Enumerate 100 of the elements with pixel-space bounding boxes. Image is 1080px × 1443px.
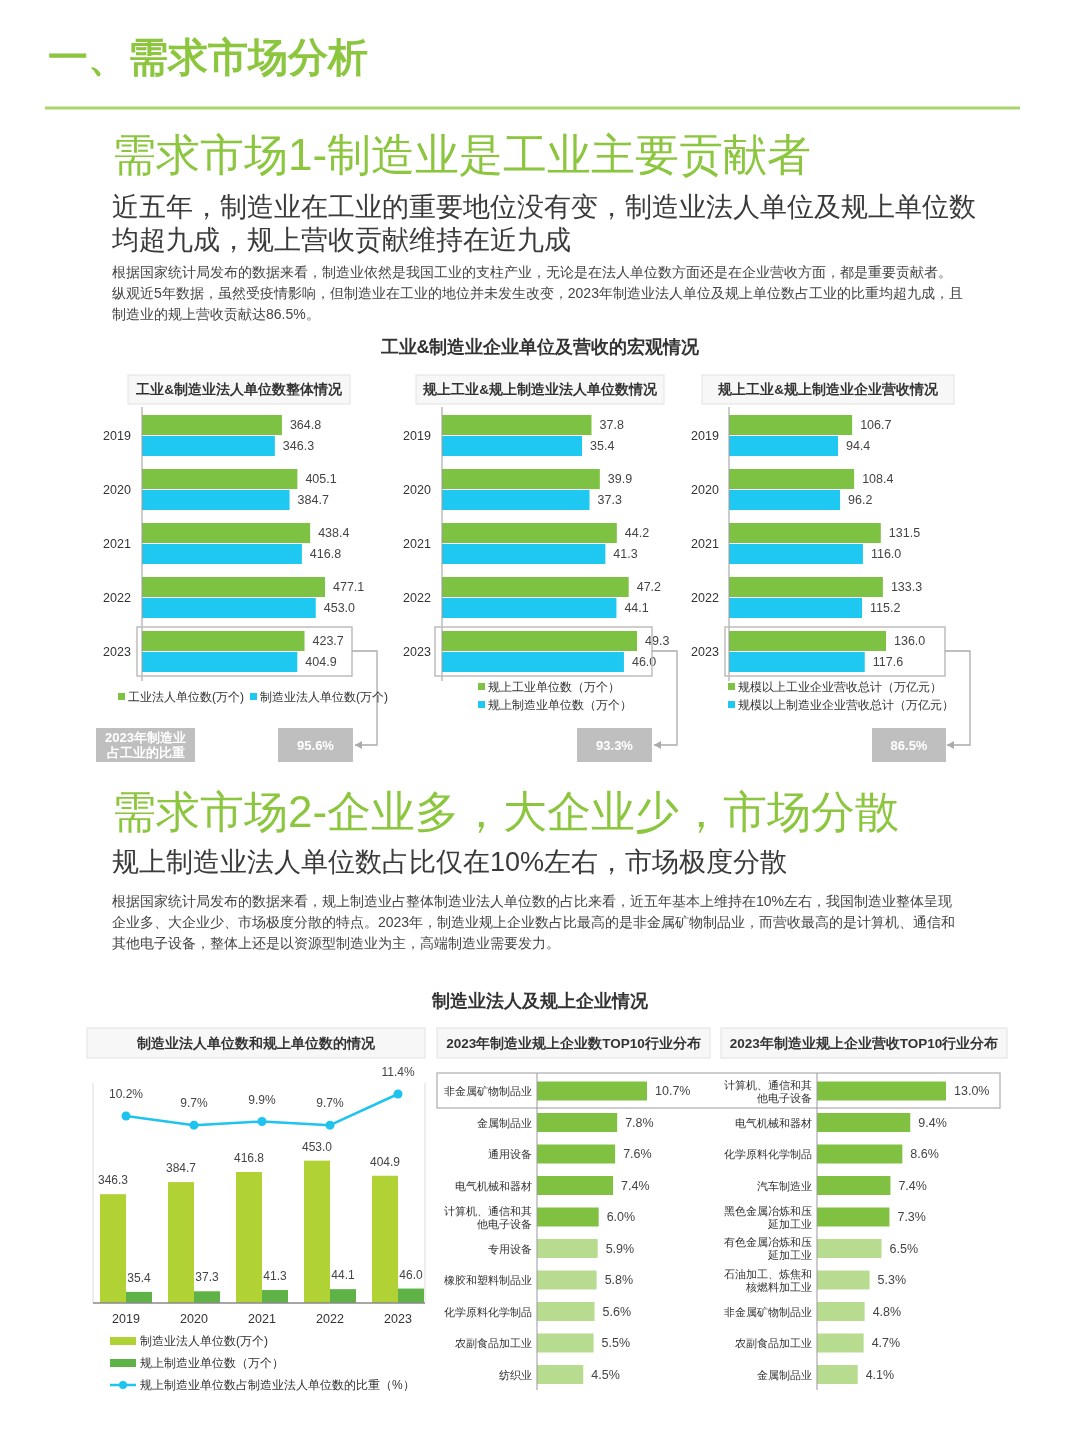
text: 2023年制造业占工业的比重 <box>96 728 195 762</box>
data-label: 10.7% <box>655 1084 691 1098</box>
bar <box>398 1288 424 1303</box>
data-label: 37.3 <box>597 493 622 507</box>
data-label: 41.3 <box>613 547 638 561</box>
y-tick-label: 石油加工、炼焦和核燃料加工业 <box>724 1267 812 1293</box>
bar <box>142 490 290 510</box>
y-tick-label: 纺织业 <box>499 1368 532 1381</box>
bar <box>729 598 862 618</box>
y-tick-label: 通用设备 <box>488 1148 532 1160</box>
legend-label: 规上工业单位数（万个） <box>488 680 620 694</box>
data-label: 35.4 <box>590 439 615 453</box>
bar <box>442 631 637 651</box>
bar <box>442 490 590 510</box>
bar <box>442 469 600 489</box>
data-label: 46.0 <box>631 655 657 669</box>
bar <box>372 1175 398 1303</box>
data-label: 41.3 <box>263 1269 287 1284</box>
bar <box>729 469 855 489</box>
y-tick-label: 非金属矿物制品业 <box>724 1305 812 1318</box>
bar <box>537 1176 614 1195</box>
data-label: 13.0% <box>954 1084 990 1098</box>
bar <box>729 544 863 564</box>
data-label: 9.7% <box>316 1096 344 1111</box>
bar <box>142 523 311 543</box>
data-label: 10.2% <box>108 1087 144 1101</box>
bar <box>537 1144 616 1164</box>
bar <box>537 1333 594 1353</box>
point <box>189 1120 199 1130</box>
data-label: 9.9% <box>248 1092 276 1107</box>
bar <box>142 652 298 672</box>
data-label: 7.3% <box>897 1210 926 1224</box>
bar <box>817 1113 911 1132</box>
category-label: 2022 <box>316 1312 344 1326</box>
data-label: 4.8% <box>872 1304 902 1319</box>
data-label: 416.8 <box>233 1151 265 1166</box>
bar <box>729 652 865 672</box>
data-label: 9.4% <box>918 1115 947 1130</box>
text: 规上制造业法人单位数占比仅在10%左右，市场极度分散 <box>112 846 789 879</box>
bar <box>729 490 841 510</box>
chart-title: 工业&制造业法人单位数整体情况 <box>135 382 343 397</box>
data-label: 4.7% <box>871 1336 901 1350</box>
bar <box>537 1207 599 1227</box>
data-label: 44.1 <box>624 601 649 615</box>
data-label: 384.7 <box>165 1161 197 1176</box>
text: 需求市场1-制造业是工业主要贡献者 <box>112 129 812 181</box>
bar <box>817 1365 858 1384</box>
bar <box>537 1270 597 1290</box>
bar <box>442 523 617 543</box>
data-label: 108.4 <box>862 472 894 486</box>
text: 93.3% <box>577 728 652 762</box>
bar <box>537 1239 598 1258</box>
data-label: 94.4 <box>845 439 871 453</box>
bar <box>537 1081 647 1101</box>
bar <box>442 415 592 435</box>
bar <box>729 436 838 456</box>
data-label: 364.8 <box>289 418 322 432</box>
y-tick-label: 2022 <box>691 590 719 605</box>
y-tick-label: 农副食品加工业 <box>735 1337 812 1349</box>
y-tick-label: 2019 <box>103 428 131 443</box>
data-label: 6.5% <box>889 1241 918 1256</box>
data-label: 4.5% <box>591 1367 620 1382</box>
data-label: 453.0 <box>301 1139 333 1154</box>
y-tick-label: 2020 <box>103 482 131 497</box>
chart-title: 2023年制造业规上企业营收TOP10行业分布 <box>729 1035 999 1051</box>
bar <box>537 1302 595 1321</box>
y-tick-label: 2020 <box>691 482 719 497</box>
text: 工业&制造业企业单位及营收的宏观情况 <box>379 336 701 359</box>
data-label: 384.7 <box>297 493 329 507</box>
y-tick-label: 非金属矿物制品业 <box>444 1085 532 1097</box>
data-label: 9.7% <box>180 1096 208 1111</box>
data-label: 96.2 <box>848 493 873 507</box>
data-label: 4.1% <box>865 1367 895 1382</box>
y-tick-label: 有色金属冶炼和压延加工业 <box>724 1236 812 1261</box>
y-tick-label: 汽车制造业 <box>757 1179 812 1192</box>
data-label: 438.4 <box>318 526 350 540</box>
data-label: 5.3% <box>877 1273 907 1287</box>
data-label: 7.6% <box>623 1147 652 1161</box>
data-label: 37.8 <box>599 418 624 432</box>
category-label: 2019 <box>112 1312 140 1326</box>
data-label: 453.0 <box>323 601 356 615</box>
data-label: 47.2 <box>636 580 662 594</box>
bar <box>142 415 282 435</box>
y-tick-label: 化学原料化学制品 <box>724 1148 812 1160</box>
data-label: 5.6% <box>602 1304 632 1319</box>
bar <box>236 1172 262 1303</box>
bar <box>729 631 886 651</box>
bar <box>817 1176 891 1195</box>
text: 需求市场2-企业多，大企业少，市场分散 <box>112 786 900 838</box>
bar <box>442 544 606 564</box>
bar <box>330 1289 356 1303</box>
bar <box>126 1291 152 1303</box>
data-label: 404.9 <box>369 1154 401 1169</box>
bar <box>142 577 325 597</box>
data-label: 39.9 <box>607 472 633 486</box>
data-label: 49.3 <box>645 634 670 648</box>
point <box>325 1120 335 1130</box>
data-label: 7.4% <box>898 1178 927 1193</box>
y-tick-label: 化学原料化学制品 <box>444 1305 532 1318</box>
bar <box>142 544 302 564</box>
